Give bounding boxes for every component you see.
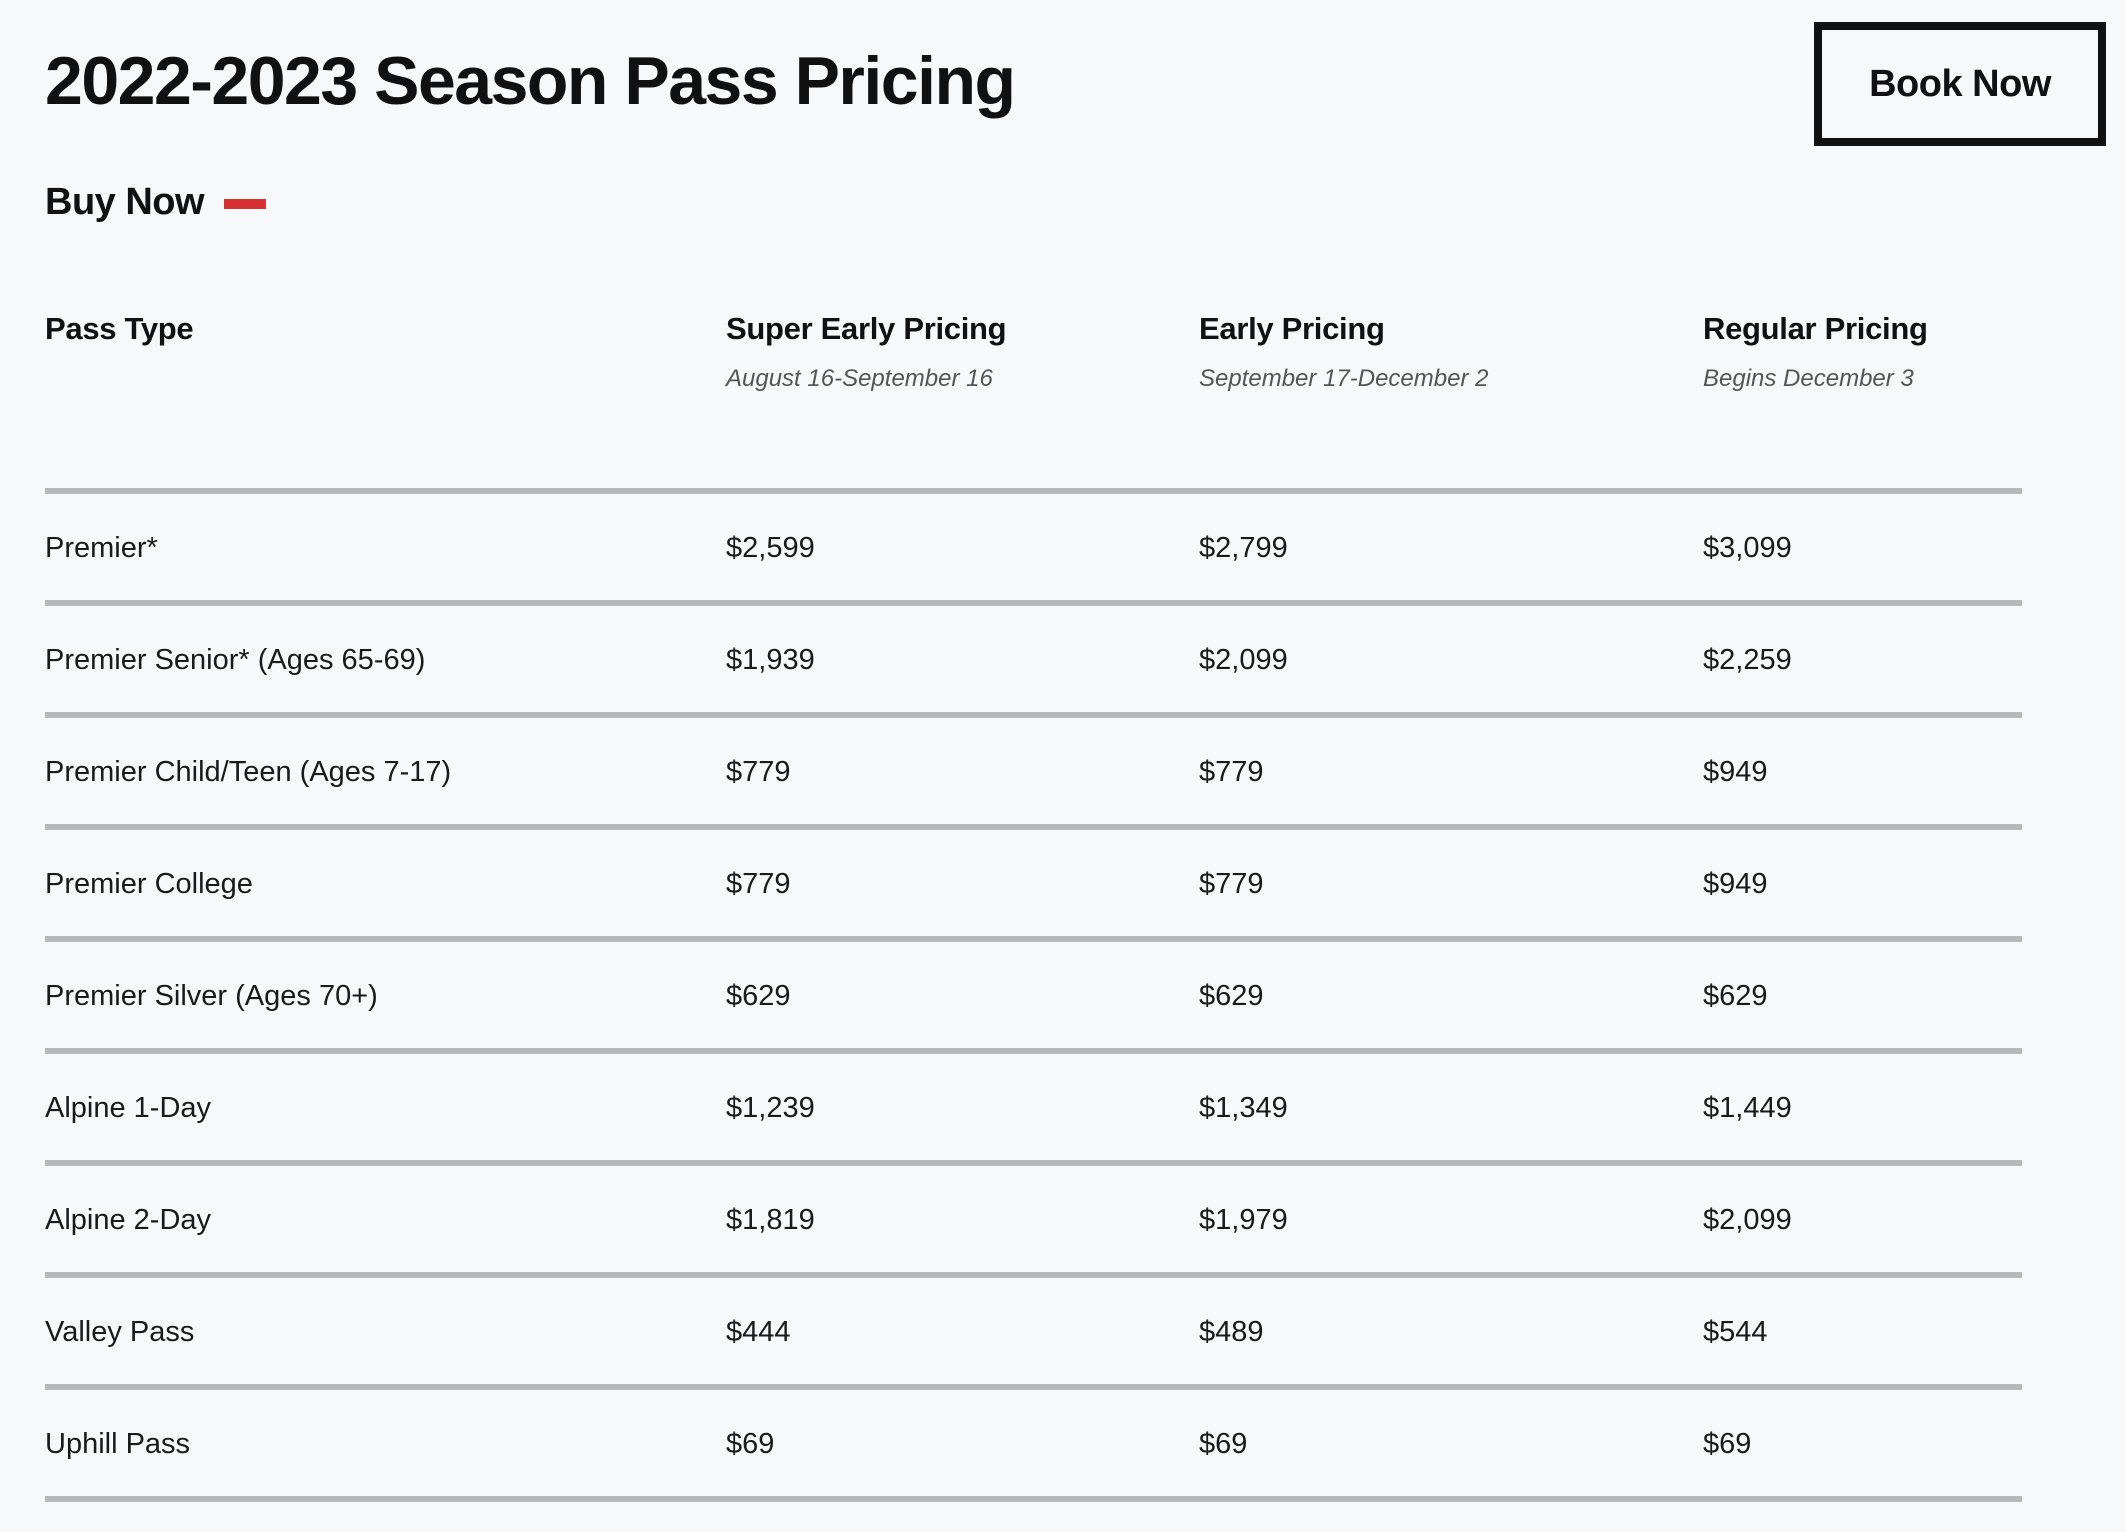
regular-price-cell: $3,099: [1703, 532, 1792, 564]
super-early-price-cell: $1,939: [726, 644, 815, 676]
super-early-price-cell: $69: [726, 1428, 775, 1460]
super-early-price-cell: $1,239: [726, 1092, 815, 1124]
column-regular-pricing: Regular Pricing Begins December 3: [1703, 310, 1928, 394]
column-header: Regular Pricing: [1703, 311, 1928, 346]
regular-price-cell: $949: [1703, 868, 1768, 900]
table-header: Pass Type Super Early Pricing August 16-…: [45, 310, 2022, 494]
table-row: Alpine 1-Day $1,239 $1,349 $1,449: [45, 1054, 2022, 1166]
super-early-price-cell: $2,599: [726, 532, 815, 564]
super-early-price-cell: $444: [726, 1316, 791, 1348]
table-row: Valley Pass $444 $489 $544: [45, 1278, 2022, 1390]
column-early-pricing: Early Pricing September 17-December 2: [1199, 310, 1488, 394]
super-early-price-cell: $779: [726, 868, 791, 900]
pass-type-cell: Premier Child/Teen (Ages 7-17): [45, 756, 452, 788]
column-header: Early Pricing: [1199, 311, 1385, 346]
column-pass-type: Pass Type: [45, 310, 194, 348]
super-early-price-cell: $1,819: [726, 1204, 815, 1236]
regular-price-cell: $629: [1703, 980, 1768, 1012]
pass-type-cell: Premier College: [45, 868, 253, 900]
book-now-button[interactable]: Book Now: [1814, 22, 2106, 146]
regular-price-cell: $1,449: [1703, 1092, 1792, 1124]
column-date-range: August 16-September 16: [726, 365, 993, 392]
regular-price-cell: $69: [1703, 1428, 1752, 1460]
table-row: Premier Silver (Ages 70+) $629 $629 $629: [45, 942, 2022, 1054]
buy-now-label: Buy Now: [45, 181, 205, 223]
column-header: Pass Type: [45, 311, 194, 346]
column-date-range: Begins December 3: [1703, 365, 1914, 392]
table-row: Alpine 2-Day $1,819 $1,979 $2,099: [45, 1166, 2022, 1278]
column-super-early-pricing: Super Early Pricing August 16-September …: [726, 310, 1007, 394]
super-early-price-cell: $629: [726, 980, 791, 1012]
early-price-cell: $489: [1199, 1316, 1264, 1348]
early-price-cell: $2,799: [1199, 532, 1288, 564]
pass-type-cell: Alpine 1-Day: [45, 1092, 212, 1124]
regular-price-cell: $2,259: [1703, 644, 1792, 676]
early-price-cell: $779: [1199, 868, 1264, 900]
early-price-cell: $1,979: [1199, 1204, 1288, 1236]
table-row: Premier Child/Teen (Ages 7-17) $779 $779…: [45, 718, 2022, 830]
table-row: Uphill Pass $69 $69 $69: [45, 1390, 2022, 1502]
pass-type-cell: Premier*: [45, 532, 158, 564]
pass-type-cell: Premier Silver (Ages 70+): [45, 980, 378, 1012]
early-price-cell: $2,099: [1199, 644, 1288, 676]
pass-type-cell: Uphill Pass: [45, 1428, 191, 1460]
pass-type-cell: Alpine 2-Day: [45, 1204, 212, 1236]
table-row: Premier* $2,599 $2,799 $3,099: [45, 494, 2022, 606]
regular-price-cell: $949: [1703, 756, 1768, 788]
early-price-cell: $1,349: [1199, 1092, 1288, 1124]
column-header: Super Early Pricing: [726, 311, 1007, 346]
buy-now-link[interactable]: Buy Now: [45, 179, 267, 225]
column-date-range: September 17-December 2: [1199, 365, 1489, 392]
page-title: 2022-2023 Season Pass Pricing: [45, 43, 1016, 119]
pass-type-cell: Valley Pass: [45, 1316, 195, 1348]
pricing-table: Pass Type Super Early Pricing August 16-…: [45, 310, 2022, 1502]
super-early-price-cell: $779: [726, 756, 791, 788]
pass-type-cell: Premier Senior* (Ages 65-69): [45, 644, 426, 676]
table-row: Premier College $779 $779 $949: [45, 830, 2022, 942]
early-price-cell: $779: [1199, 756, 1264, 788]
regular-price-cell: $544: [1703, 1316, 1768, 1348]
dash-icon: [224, 199, 267, 209]
early-price-cell: $69: [1199, 1428, 1248, 1460]
early-price-cell: $629: [1199, 980, 1264, 1012]
table-row: Premier Senior* (Ages 65-69) $1,939 $2,0…: [45, 606, 2022, 718]
regular-price-cell: $2,099: [1703, 1204, 1792, 1236]
